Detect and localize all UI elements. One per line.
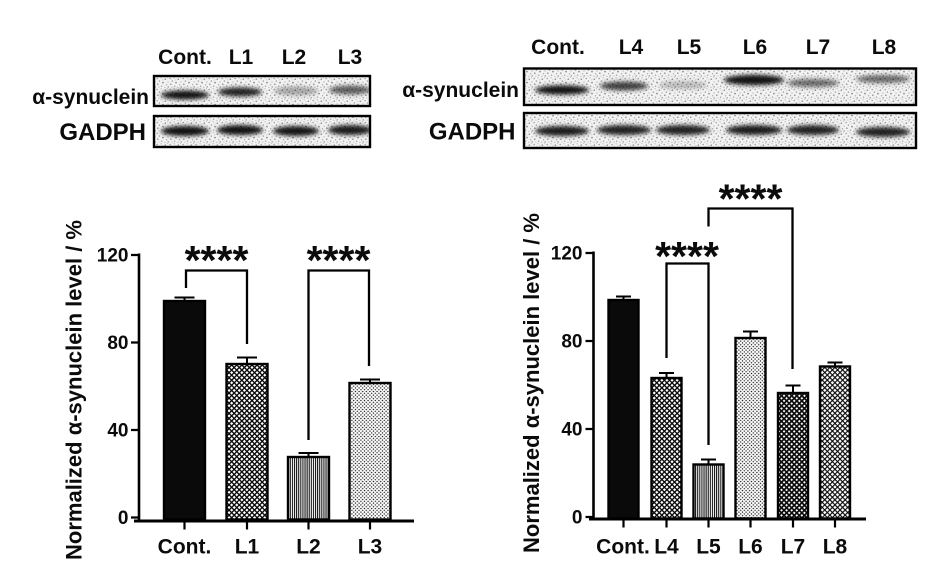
svg-text:L8: L8 [823, 536, 848, 559]
svg-text:α-synuclein: α-synuclein [32, 86, 149, 109]
svg-text:****: **** [185, 237, 249, 283]
svg-text:120: 120 [97, 246, 129, 267]
svg-text:L7: L7 [781, 536, 806, 559]
svg-text:0: 0 [118, 508, 129, 529]
svg-text:L2: L2 [282, 46, 307, 69]
svg-text:GADPH: GADPH [59, 119, 146, 146]
svg-text:Cont.: Cont. [531, 36, 585, 59]
svg-text:L4: L4 [654, 536, 679, 559]
svg-text:Normalized α-synuclein level /: Normalized α-synuclein level / % [519, 213, 544, 553]
svg-text:120: 120 [551, 244, 583, 265]
svg-text:40: 40 [107, 421, 128, 442]
svg-text:Cont.: Cont. [158, 46, 212, 69]
svg-text:L8: L8 [872, 36, 897, 59]
svg-text:L6: L6 [738, 536, 763, 559]
svg-text:L5: L5 [696, 536, 721, 559]
svg-text:L4: L4 [619, 36, 644, 59]
svg-text:Cont.: Cont. [158, 536, 212, 559]
svg-text:L5: L5 [677, 36, 702, 59]
svg-text:0: 0 [572, 508, 583, 529]
svg-text:L6: L6 [743, 36, 768, 59]
svg-text:40: 40 [561, 420, 582, 441]
svg-text:L7: L7 [806, 36, 831, 59]
svg-text:****: **** [655, 233, 719, 279]
svg-text:L2: L2 [296, 536, 321, 559]
svg-text:****: **** [307, 237, 371, 283]
svg-text:GADPH: GADPH [429, 119, 516, 146]
svg-text:****: **** [719, 176, 783, 222]
svg-text:Normalized α-synuclein level /: Normalized α-synuclein level / % [62, 220, 87, 560]
svg-text:80: 80 [107, 333, 128, 354]
svg-text:80: 80 [561, 332, 582, 353]
svg-text:L3: L3 [358, 536, 383, 559]
svg-text:L1: L1 [235, 536, 260, 559]
svg-text:L1: L1 [229, 46, 254, 69]
svg-text:L3: L3 [338, 46, 363, 69]
svg-text:α-synuclein: α-synuclein [402, 79, 519, 102]
svg-text:Cont.: Cont. [596, 536, 650, 559]
